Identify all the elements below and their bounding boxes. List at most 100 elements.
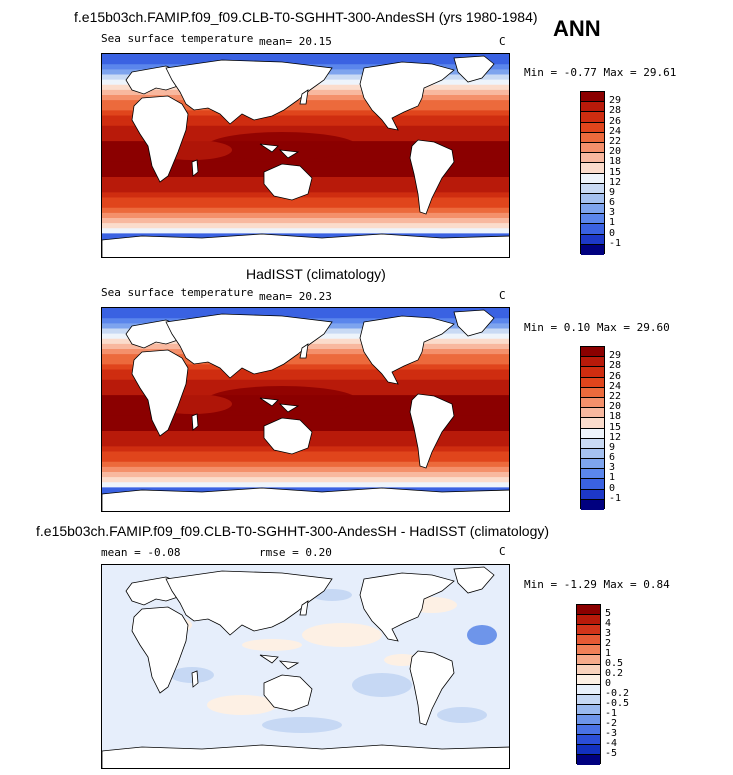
colorbar-box — [581, 132, 604, 143]
colorbar-box — [577, 615, 600, 625]
colorbar-label: 0.2 — [605, 668, 624, 679]
panel1-units: C — [499, 35, 506, 48]
panel3-difference-field — [102, 565, 509, 768]
colorbar-box — [581, 438, 604, 449]
colorbar-label: 9 — [609, 441, 616, 453]
panel2-minmax: Min = 0.10 Max = 29.60 — [524, 321, 670, 334]
colorbar-label: 12 — [609, 176, 622, 188]
colorbar-label: 0.5 — [605, 658, 624, 669]
colorbar-label: 18 — [609, 156, 622, 168]
colorbar-box — [577, 705, 600, 715]
colorbar-box — [581, 244, 604, 255]
colorbar-box — [577, 725, 600, 735]
colorbar-box — [581, 142, 604, 154]
panel2-mean: mean= 20.23 — [259, 290, 332, 303]
panel2-variable: Sea surface temperature — [101, 286, 254, 299]
colorbar-box — [581, 224, 604, 235]
colorbar-box — [577, 645, 600, 655]
colorbar-box — [581, 102, 604, 113]
panel1-minmax: Min = -0.77 Max = 29.61 — [524, 66, 677, 79]
colorbar-label: 29 — [609, 350, 622, 362]
colorbar-box — [577, 665, 600, 675]
colorbar-box — [581, 347, 604, 358]
colorbar-label: 12 — [609, 431, 622, 443]
colorbar-box — [577, 655, 600, 665]
colorbar-label: 20 — [609, 401, 622, 413]
colorbar-box — [581, 387, 604, 398]
colorbar-box — [577, 675, 600, 685]
colorbar-label: 22 — [609, 135, 622, 147]
colorbar-box — [581, 183, 604, 194]
colorbar-label: 1 — [605, 648, 612, 659]
colorbar-box — [577, 635, 600, 645]
panel1-variable: Sea surface temperature — [101, 32, 254, 45]
colorbar-box — [581, 153, 604, 164]
colorbar-box — [581, 489, 604, 500]
colorbar-box — [581, 428, 604, 439]
colorbar-label: 0 — [605, 678, 612, 689]
colorbar-label: -1 — [605, 708, 618, 719]
colorbar-box — [581, 214, 604, 225]
colorbar-label: -1 — [609, 237, 622, 249]
colorbar-box — [581, 418, 604, 429]
panel1-colorbar — [580, 91, 605, 255]
colorbar-label: 6 — [609, 452, 616, 464]
colorbar-box — [581, 173, 604, 184]
panel2-units: C — [499, 289, 506, 302]
colorbar-label: -4 — [605, 738, 618, 749]
panel3-title: f.e15b03ch.FAMIP.f09_f09.CLB-T0-SGHHT-30… — [36, 523, 550, 539]
colorbar-label: 0 — [609, 227, 616, 239]
colorbar-label: -3 — [605, 728, 618, 739]
panel2-title: HadISST (climatology) — [246, 266, 386, 282]
panel1-map — [101, 53, 510, 258]
colorbar-label: 5 — [605, 608, 612, 619]
colorbar-box — [581, 92, 604, 103]
colorbar-label: 15 — [609, 166, 622, 178]
colorbar-box — [581, 357, 604, 368]
panel2-map — [101, 307, 510, 512]
colorbar-box — [581, 112, 604, 123]
colorbar-label: 26 — [609, 370, 622, 382]
colorbar-box — [577, 715, 600, 725]
colorbar-box — [577, 745, 600, 755]
colorbar-label: 28 — [609, 360, 622, 372]
colorbar-label: 1 — [609, 217, 616, 229]
colorbar-label: -0.2 — [605, 688, 630, 699]
colorbar-box — [577, 605, 600, 615]
colorbar-label: 4 — [605, 618, 612, 629]
panel1-title: f.e15b03ch.FAMIP.f09_f09.CLB-T0-SGHHT-30… — [74, 9, 538, 25]
colorbar-label: 29 — [609, 95, 622, 107]
colorbar-label: 0 — [609, 482, 616, 494]
colorbar-box — [581, 367, 604, 378]
colorbar-box — [581, 377, 604, 388]
colorbar-box — [581, 469, 604, 480]
colorbar-label: 22 — [609, 390, 622, 402]
colorbar-label: 3 — [609, 207, 616, 219]
colorbar-label: 26 — [609, 115, 622, 127]
colorbar-label: 24 — [609, 380, 622, 392]
colorbar-label: 28 — [609, 105, 622, 117]
colorbar-box — [577, 685, 600, 695]
colorbar-label: 3 — [609, 462, 616, 474]
colorbar-box — [581, 122, 604, 133]
colorbar-box — [581, 163, 604, 174]
panel1-sst-field — [102, 54, 509, 257]
colorbar-box — [581, 408, 604, 419]
colorbar-label: -2 — [605, 718, 618, 729]
panel1-mean: mean= 20.15 — [259, 35, 332, 48]
panel2-sst-field — [102, 308, 509, 511]
panel3-rmse: rmse = 0.20 — [259, 546, 332, 559]
colorbar-label: 9 — [609, 186, 616, 198]
colorbar-label: 20 — [609, 146, 622, 158]
colorbar-label: -1 — [609, 492, 622, 504]
panel3-minmax: Min = -1.29 Max = 0.84 — [524, 578, 670, 591]
colorbar-box — [581, 204, 604, 215]
colorbar-label: 24 — [609, 125, 622, 137]
colorbar-label: 1 — [609, 472, 616, 484]
colorbar-box — [581, 479, 604, 490]
colorbar-box — [581, 397, 604, 409]
panel3-colorbar — [576, 604, 601, 765]
colorbar-box — [577, 625, 600, 635]
colorbar-box — [581, 459, 604, 470]
colorbar-box — [577, 735, 600, 745]
